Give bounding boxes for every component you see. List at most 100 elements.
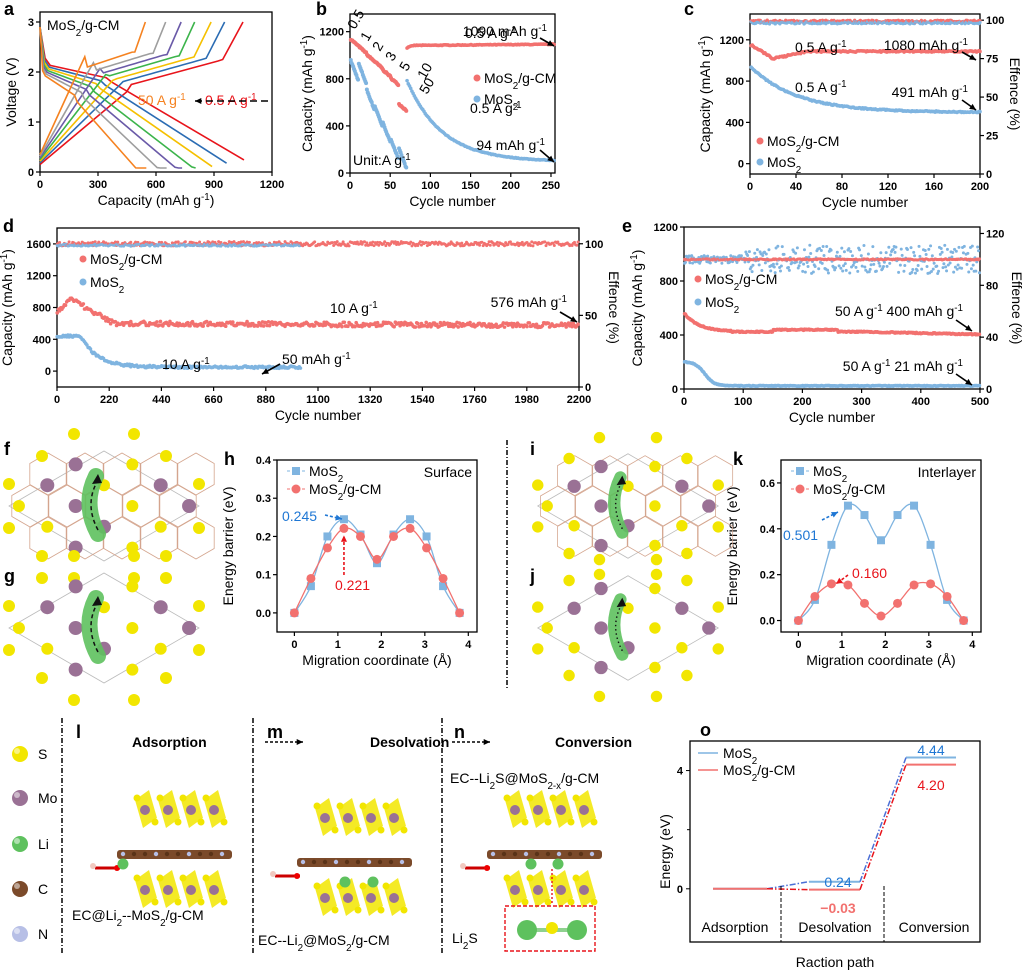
x-tick-label: 4 xyxy=(465,639,472,651)
efficiency-point-bare xyxy=(969,267,973,271)
efficiency-point-composite xyxy=(198,240,202,244)
efficiency-point-bare xyxy=(856,269,860,273)
element-swatch-N xyxy=(12,926,28,942)
efficiency-point-bare xyxy=(923,248,927,252)
sulfur-atom xyxy=(532,521,544,533)
efficiency-point-bare xyxy=(859,254,863,258)
efficiency-point-composite xyxy=(113,240,117,244)
annotation: 94 mAh g-1 xyxy=(476,137,545,154)
data-point-composite xyxy=(527,321,532,325)
efficiency-point-composite xyxy=(116,240,120,244)
data-point-composite xyxy=(525,324,529,329)
carbon-atom xyxy=(545,851,551,857)
x-tick-label: 0 xyxy=(681,396,687,408)
efficiency-point-bare xyxy=(820,261,824,265)
efficiency-point-bare xyxy=(829,248,833,252)
efficiency-point-bare xyxy=(806,265,810,269)
carbon-atom xyxy=(142,851,148,857)
efficiency-point-bare xyxy=(811,270,815,274)
sulfur-atom xyxy=(377,826,385,834)
efficiency-point-bare xyxy=(894,245,898,249)
efficiency-point-composite xyxy=(552,244,556,248)
efficiency-point-composite xyxy=(176,240,180,244)
efficiency-point-composite xyxy=(478,243,482,247)
molybdenum-atom xyxy=(163,885,173,895)
efficiency-point-bare xyxy=(971,263,975,267)
efficiency-point-bare xyxy=(797,264,801,268)
legend-marker xyxy=(756,137,764,145)
data-point-composite xyxy=(340,324,344,329)
molybdenum-atom xyxy=(702,621,716,635)
data-point-composite xyxy=(223,324,228,329)
efficiency-point-bare xyxy=(965,262,969,266)
plot-frame xyxy=(749,13,981,175)
sulfur-atom xyxy=(354,906,362,914)
reaction-panel-l: Adsorption xyxy=(132,734,207,750)
carbon-atom xyxy=(175,851,181,857)
sulfur-atom xyxy=(382,802,390,810)
data-point-bare xyxy=(978,109,982,114)
efficiency-point-composite xyxy=(977,257,981,261)
sulfur-atom xyxy=(563,574,575,587)
y2-tick-label: 80 xyxy=(986,280,998,292)
sulfur-atom xyxy=(544,818,552,826)
element-highlight xyxy=(14,883,20,889)
sulfur-atom xyxy=(549,874,557,882)
panel-letter-i: i xyxy=(530,439,535,459)
sulfur-atom xyxy=(128,428,140,440)
efficiency-point-bare xyxy=(974,269,978,273)
efficiency-point-bare xyxy=(939,247,943,251)
data-point-bare xyxy=(405,78,409,83)
carbon-atom xyxy=(589,851,595,857)
charge-curve xyxy=(39,21,244,166)
efficiency-point-bare xyxy=(882,264,886,268)
efficiency-point-bare xyxy=(802,248,806,252)
data-point-composite xyxy=(63,303,68,308)
data-point-composite xyxy=(306,573,316,583)
y-tick-label: 0.0 xyxy=(760,616,775,628)
sulfur-atom xyxy=(676,642,688,654)
sulfur-atom xyxy=(572,794,580,802)
efficiency-point-bare xyxy=(913,254,917,258)
y2-axis-label: Effence (%) xyxy=(606,271,622,344)
data-point-composite xyxy=(322,543,332,553)
hydrogen-atom xyxy=(90,863,96,869)
element-highlight xyxy=(14,838,20,844)
data-point-bare xyxy=(827,540,836,549)
x-tick-label: 1980 xyxy=(515,394,539,406)
efficiency-point-composite xyxy=(488,243,492,247)
sulfur-atom xyxy=(36,672,48,684)
sulfur-atom xyxy=(128,550,140,562)
y-axis-label: Energy barrier (eV) xyxy=(724,486,740,605)
sulfur-atom xyxy=(712,601,724,613)
data-point-composite xyxy=(81,302,86,306)
sulfur-atom xyxy=(572,874,580,882)
y-tick-label: 400 xyxy=(726,117,744,129)
legend-label: MoS2/g-CM xyxy=(813,481,885,503)
panel-letter-f: f xyxy=(4,439,11,459)
carbon-atom xyxy=(490,851,496,857)
efficiency-point-composite xyxy=(58,240,62,244)
efficiency-point-composite xyxy=(97,240,101,244)
efficiency-point-composite xyxy=(129,240,133,244)
element-highlight xyxy=(14,748,20,754)
legend-marker xyxy=(795,484,805,494)
data-point-composite xyxy=(289,608,299,618)
molybdenum-atom xyxy=(182,499,197,513)
data-point-composite xyxy=(576,322,580,327)
x-tick-label: 40 xyxy=(790,181,802,193)
data-point-bare xyxy=(356,77,361,82)
discharge-curve xyxy=(39,26,147,169)
sulfur-atom xyxy=(541,622,553,634)
efficiency-point-composite xyxy=(572,240,576,244)
data-point-composite xyxy=(155,320,159,324)
efficiency-point-bare xyxy=(927,247,931,251)
efficiency-point-bare xyxy=(803,270,807,274)
efficiency-point-bare xyxy=(945,269,949,273)
molybdenum-atom xyxy=(366,893,376,903)
sulfur-atom xyxy=(126,458,139,471)
carbon-atom xyxy=(153,851,159,857)
carbon-atom xyxy=(556,851,562,857)
x-tick-label: 660 xyxy=(204,394,222,406)
sulfur-atom xyxy=(156,874,164,882)
